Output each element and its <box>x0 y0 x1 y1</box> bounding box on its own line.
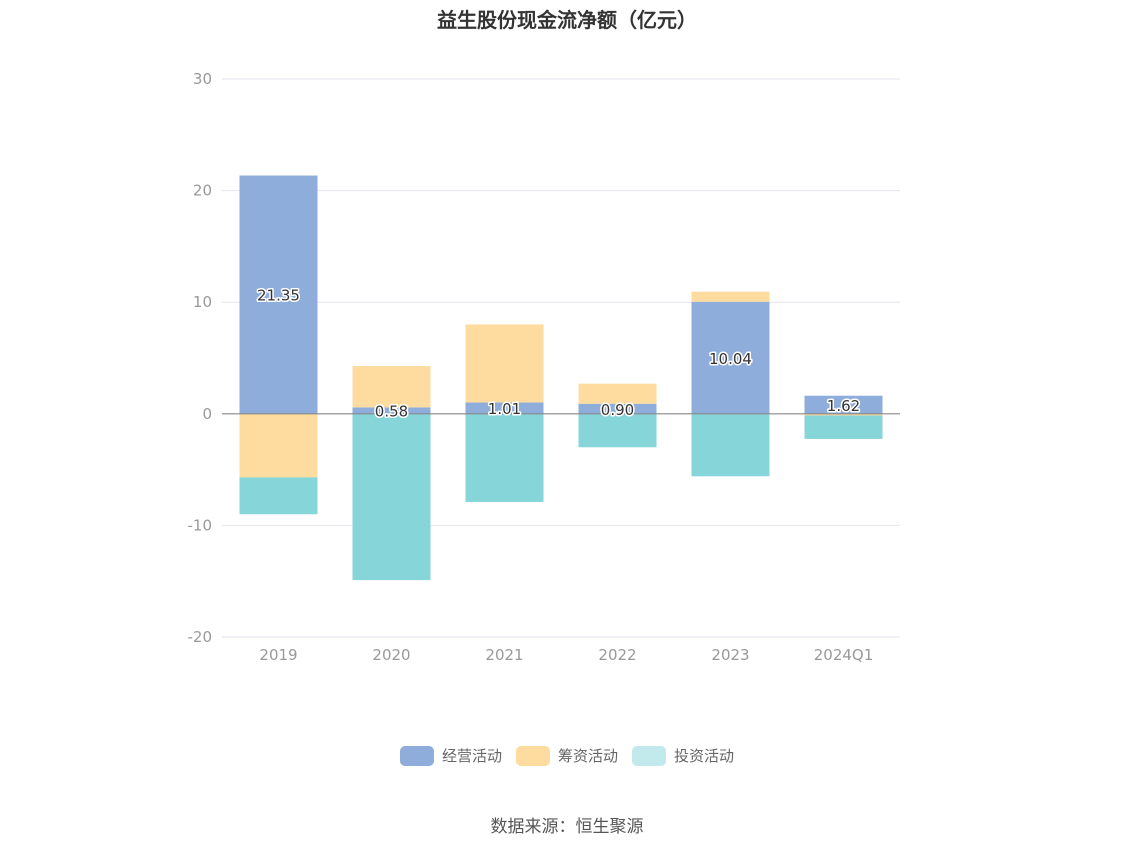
bar-2023-series-0 <box>691 301 770 414</box>
legend-label-financing: 筹资活动 <box>557 747 618 765</box>
data-label-2024Q1: 1.62 <box>827 397 860 415</box>
bar-2019-series-2 <box>239 477 318 515</box>
legend-label-operating: 经营活动 <box>441 747 502 765</box>
data-label-2019: 21.35 <box>257 287 300 305</box>
bar-2021-series-0 <box>465 402 544 414</box>
x-tick-label: 2023 <box>711 646 749 664</box>
axis-layer: 30 20 10 0 -10 -20 2019 2020 2021 2022 2023 2024Q1 <box>188 70 900 664</box>
legend-label-investing: 投资活动 <box>674 747 735 765</box>
x-tick-label: 2020 <box>372 646 410 664</box>
bar-2020-series-0 <box>352 407 431 414</box>
bar-2022-series-1 <box>578 383 657 404</box>
bar-2023-series-1 <box>691 291 770 302</box>
y-tick-label: 0 <box>202 405 212 423</box>
bar-2019-series-1 <box>239 413 318 478</box>
bar-2024Q1-series-1 <box>804 413 883 416</box>
bar-2020-series-2 <box>352 413 431 581</box>
data-label-2023: 10.04 <box>709 350 752 368</box>
legend-item-financing[interactable]: 筹资活动 <box>515 745 618 766</box>
grid-layer <box>222 78 900 638</box>
data-label-2021: 1.01 <box>488 400 521 418</box>
y-tick-label: -10 <box>188 516 213 534</box>
data-label-2020: 0.58 <box>375 403 408 421</box>
bar-2024Q1-series-2 <box>804 415 883 439</box>
bar-2022-series-0 <box>578 403 657 414</box>
bar-2023-series-2 <box>691 413 770 477</box>
legend-item-operating[interactable]: 经营活动 <box>399 745 502 766</box>
bar-2019-series-0 <box>239 175 318 414</box>
legend-item-investing[interactable]: 投资活动 <box>632 745 734 766</box>
legend-swatch-operating <box>399 745 434 766</box>
x-tick-label: 2022 <box>598 646 636 664</box>
source-note: 数据来源：恒生聚源 <box>490 817 644 837</box>
label-layer: 21.35 0.58 1.01 0.90 10.04 1.62 <box>256 285 862 422</box>
x-tick-label: 2021 <box>485 646 523 664</box>
chart-title: 益生股份现金流净额（亿元） <box>437 8 697 32</box>
y-tick-label: -20 <box>188 628 213 646</box>
bar-2024Q1-series-0 <box>804 395 883 414</box>
bar-2021-series-1 <box>465 324 544 403</box>
legend-swatch-financing <box>515 745 550 766</box>
legend-swatch-investing <box>632 745 666 766</box>
bar-2022-series-2 <box>578 413 657 448</box>
x-tick-label: 2019 <box>259 646 297 664</box>
bar-layer <box>239 175 883 581</box>
x-tick-label: 2024Q1 <box>814 646 874 664</box>
bar-2020-series-1 <box>352 366 431 408</box>
y-tick-label: 20 <box>193 182 212 200</box>
bar-2021-series-2 <box>465 413 544 502</box>
y-tick-label: 10 <box>193 293 212 311</box>
data-label-2022: 0.90 <box>601 401 634 419</box>
y-tick-label: 30 <box>193 70 212 88</box>
legend: 经营活动 筹资活动 投资活动 <box>0 745 1134 766</box>
